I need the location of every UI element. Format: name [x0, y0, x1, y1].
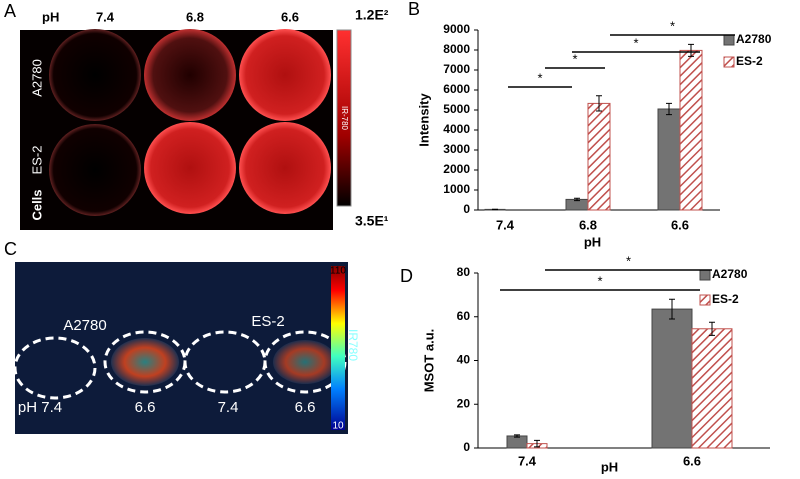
y-tick-label: 20 — [457, 396, 471, 410]
y-tick-label: 2000 — [443, 162, 470, 176]
panel-a: A IR-780 1.2E² 3.5E¹ pH 7.4 6.8 6.6 A278… — [4, 1, 389, 230]
legend-label: A2780 — [712, 267, 748, 281]
well — [239, 122, 331, 214]
significance-label: * — [572, 51, 577, 66]
colorbar-title: IR-780 — [340, 106, 349, 131]
y-tick-label: 7000 — [443, 62, 470, 76]
y-tick-label: 1000 — [443, 182, 470, 196]
bar — [587, 102, 611, 211]
error-bar — [534, 439, 540, 448]
scale-max: 1.2E² — [355, 7, 389, 23]
column-label: 7.4 — [96, 9, 115, 24]
bar — [691, 328, 733, 449]
y-axis-title: MSOT a.u. — [421, 329, 436, 393]
well — [144, 122, 236, 214]
significance-label: * — [537, 70, 542, 85]
signal — [111, 338, 179, 386]
error-bar — [709, 321, 715, 336]
group-label: A2780 — [63, 317, 106, 334]
panel-label: B — [408, 0, 420, 19]
scale-max: 110 — [330, 266, 346, 277]
colorbar — [331, 266, 345, 430]
x-tick-label: 6.8 — [579, 217, 597, 232]
x-tick-label: 6.6 — [683, 453, 701, 468]
significance-label: * — [597, 273, 602, 288]
row-label: Cells — [29, 189, 44, 220]
legend-label: ES-2 — [736, 54, 763, 68]
column-label: 6.6 — [281, 9, 299, 24]
legend-swatch — [699, 269, 711, 281]
x-tick-label: 7.4 — [518, 453, 537, 468]
row-label: A2780 — [29, 59, 44, 97]
y-tick-label: 80 — [457, 265, 471, 279]
panel-label: D — [400, 266, 413, 286]
bar — [506, 435, 528, 449]
significance-label: * — [670, 18, 675, 33]
well-label: pH 7.4 — [18, 399, 62, 416]
ph-label: pH — [42, 9, 59, 24]
error-bar — [688, 43, 694, 57]
column-label: 6.8 — [186, 9, 204, 24]
colorbar — [336, 29, 352, 207]
y-tick-label: 8000 — [443, 42, 470, 56]
scale-min: 3.5E¹ — [355, 213, 389, 229]
x-axis-title: pH — [584, 234, 601, 249]
error-bar — [596, 95, 602, 112]
scale-min: 10 — [332, 421, 344, 432]
panel-label: A — [4, 1, 16, 21]
signal — [273, 340, 337, 384]
y-tick-label: 60 — [457, 309, 471, 323]
legend-swatch — [723, 56, 735, 68]
y-tick-label: 5000 — [443, 102, 470, 116]
x-axis-title: pH — [601, 459, 618, 474]
significance-label: * — [626, 253, 631, 268]
y-tick-label: 0 — [463, 202, 470, 216]
y-tick-label: 4000 — [443, 122, 470, 136]
well-outline — [13, 336, 97, 400]
error-bar — [574, 197, 580, 202]
group-label: ES-2 — [251, 313, 284, 330]
y-axis-title: Intensity — [416, 93, 431, 147]
well-label: 6.6 — [295, 399, 316, 416]
y-tick-label: 9000 — [443, 22, 470, 36]
legend-swatch — [723, 34, 735, 46]
legend-label: ES-2 — [712, 292, 739, 306]
legend-label: A2780 — [736, 32, 772, 46]
bar — [657, 108, 681, 211]
legend-swatch — [699, 294, 711, 306]
error-bar — [666, 102, 672, 116]
well — [239, 29, 331, 121]
well-label: 7.4 — [218, 399, 239, 416]
y-tick-label: 0 — [463, 440, 470, 454]
y-tick-label: 40 — [457, 353, 471, 367]
x-tick-label: 7.4 — [496, 217, 515, 232]
panel-label: C — [4, 239, 17, 259]
y-tick-label: 3000 — [443, 142, 470, 156]
y-tick-label: 6000 — [443, 82, 470, 96]
significance-label: * — [633, 35, 638, 50]
well — [49, 124, 141, 216]
panel-c: C 110 10 IR780 A2780 ES-2 pH 7.4 6.6 7.4… — [4, 239, 360, 434]
x-tick-label: 6.6 — [671, 217, 689, 232]
colorbar-title: IR780 — [346, 329, 360, 361]
well — [49, 29, 141, 121]
row-label: ES-2 — [29, 146, 44, 175]
bar — [651, 308, 693, 449]
error-bar — [669, 298, 675, 320]
well — [144, 29, 236, 121]
bar — [679, 49, 703, 211]
error-bar — [514, 434, 520, 438]
well-label: 6.6 — [135, 399, 156, 416]
